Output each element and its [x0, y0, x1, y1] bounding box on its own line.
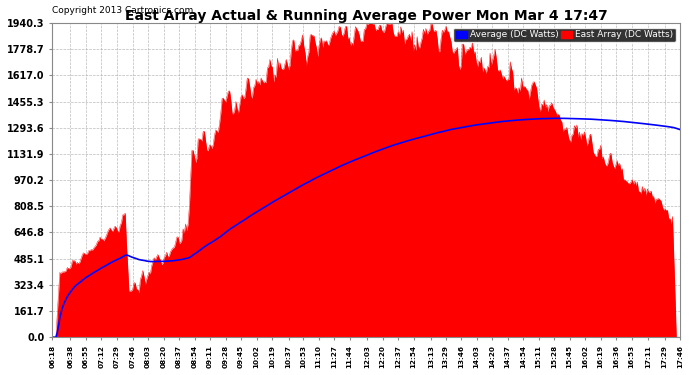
Legend: Average (DC Watts), East Array (DC Watts): Average (DC Watts), East Array (DC Watts… — [453, 28, 676, 42]
Text: Copyright 2013 Cartronics.com: Copyright 2013 Cartronics.com — [52, 6, 193, 15]
Title: East Array Actual & Running Average Power Mon Mar 4 17:47: East Array Actual & Running Average Powe… — [125, 9, 607, 23]
